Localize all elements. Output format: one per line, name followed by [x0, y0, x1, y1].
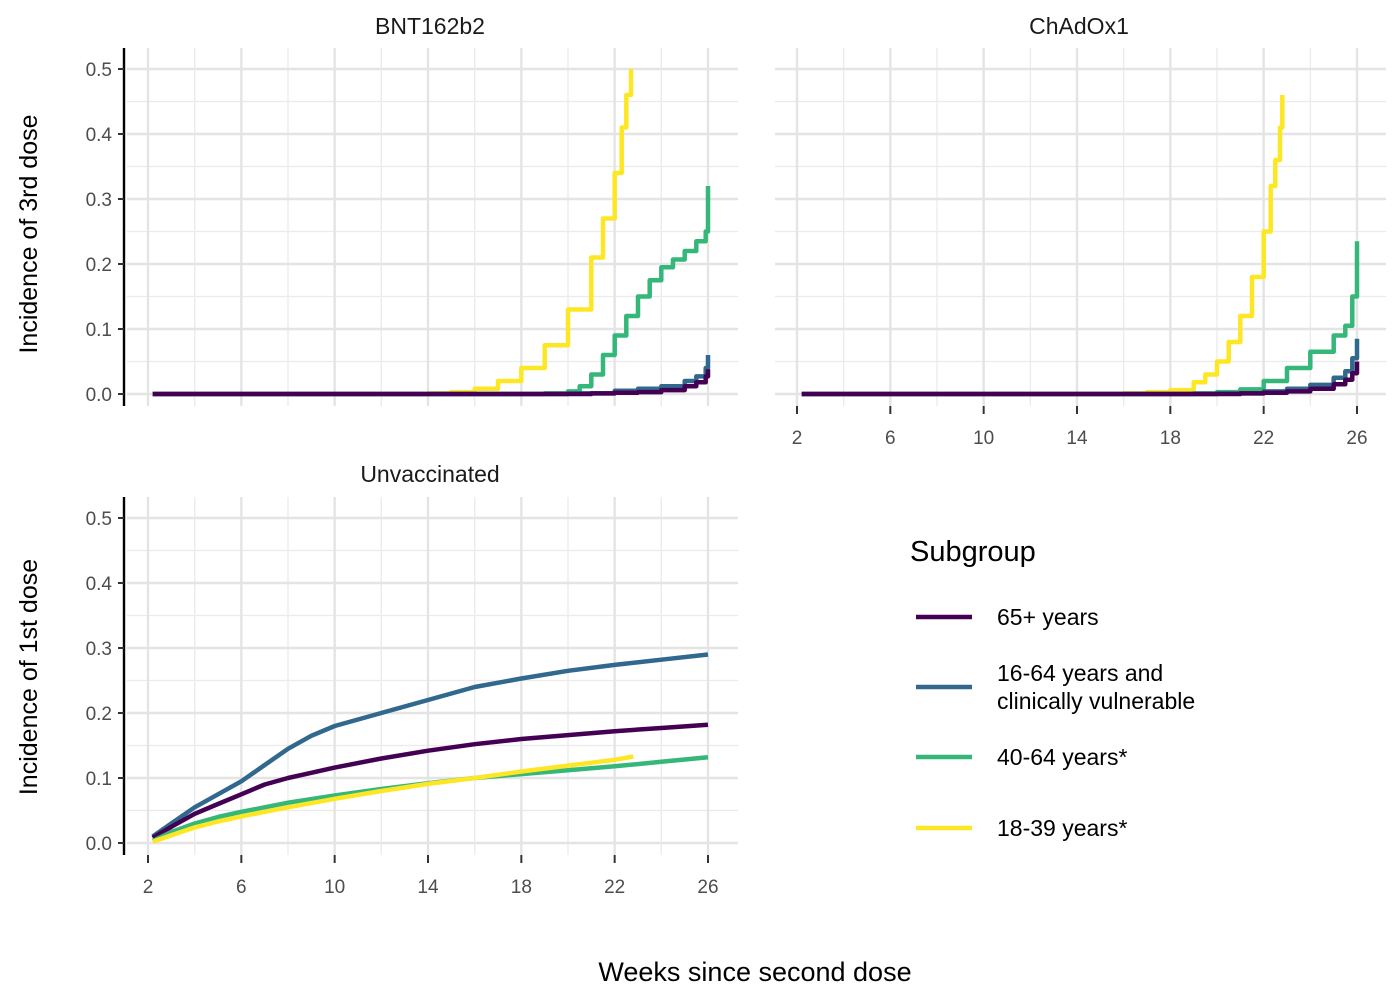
x-tick-label: 26 [1346, 428, 1367, 449]
x-tick-label: 10 [324, 877, 345, 898]
y-tick-label: 0.0 [86, 834, 112, 855]
series-line-s1839 [151, 754, 634, 844]
series-line-s65 [801, 361, 1360, 397]
y-tick-label: 0.1 [86, 769, 112, 790]
x-tick-label: 26 [697, 877, 718, 898]
x-tick-label: 18 [511, 877, 532, 898]
series-line-s1664 [151, 652, 709, 839]
panel-bnt: BNT162b2 0.0 0.1 0.2 0.3 0.4 0.5 Incidence of 3… [15, 13, 738, 406]
y-tick-label: 0.3 [86, 639, 112, 660]
panels: BNT162b2 0.0 0.1 0.2 0.3 0.4 0.5 Incidence of 3… [15, 13, 1386, 898]
legend: Subgroup 65+ years 16-64 years and clinica… [910, 536, 1195, 841]
x-tick-label: 6 [236, 877, 247, 898]
x-axis-title: Weeks since second dose [598, 957, 911, 987]
legend-entry-s65: 65+ years [916, 604, 1099, 630]
series-line-s1839 [801, 95, 1285, 397]
series-line-s4064 [152, 186, 711, 397]
y-tick-label: 0.3 [86, 190, 112, 211]
x-tick-label: 22 [604, 877, 625, 898]
legend-entry-s1664: 16-64 years and clinically vulnerable [916, 660, 1195, 714]
x-tick-label: 6 [885, 428, 896, 449]
legend-label: 40-64 years* [997, 744, 1127, 770]
x-tick-label: 18 [1160, 428, 1181, 449]
y-tick-label: 0.4 [86, 574, 113, 595]
y-tick-label: 0.0 [86, 385, 112, 406]
x-tick-label: 22 [1253, 428, 1274, 449]
panel-unvax: Unvaccinated 0.0 0.1 0.2 0.3 0.4 0.5 Incidence … [15, 461, 738, 898]
x-tick-label: 2 [143, 877, 154, 898]
y-axis-title-bnt: Incidence of 3rd dose [15, 114, 43, 353]
y-tick-label: 0.2 [86, 255, 112, 276]
legend-label: 16-64 years and clinically vulnerable [997, 660, 1195, 714]
x-tick-label: 2 [792, 428, 803, 449]
series-line-s4064 [151, 754, 709, 844]
y-axis-title-unvax: Incidence of 1st dose [15, 559, 43, 795]
x-tick-label: 14 [1066, 428, 1088, 449]
y-tick-label: 0.2 [86, 704, 112, 725]
panel-title-unvax: Unvaccinated [360, 461, 499, 487]
legend-label: 18-39 years* [997, 815, 1127, 841]
series-line-s65 [152, 369, 711, 397]
panel-title-bnt: BNT162b2 [375, 13, 485, 39]
series-line-s65 [151, 722, 709, 840]
y-tick-label: 0.4 [86, 125, 113, 146]
panel-title-chad: ChAdOx1 [1029, 13, 1129, 39]
legend-entry-s1839: 18-39 years* [916, 815, 1127, 841]
x-tick-label: 14 [417, 877, 439, 898]
legend-label: 65+ years [997, 604, 1099, 630]
y-tick-label: 0.5 [86, 60, 112, 81]
series-line-s1664 [801, 338, 1360, 397]
y-tick-label: 0.1 [86, 320, 112, 341]
legend-entry-s4064: 40-64 years* [916, 744, 1127, 770]
y-tick-label: 0.5 [86, 509, 112, 530]
legend-title: Subgroup [910, 536, 1036, 568]
x-tick-label: 10 [973, 428, 994, 449]
